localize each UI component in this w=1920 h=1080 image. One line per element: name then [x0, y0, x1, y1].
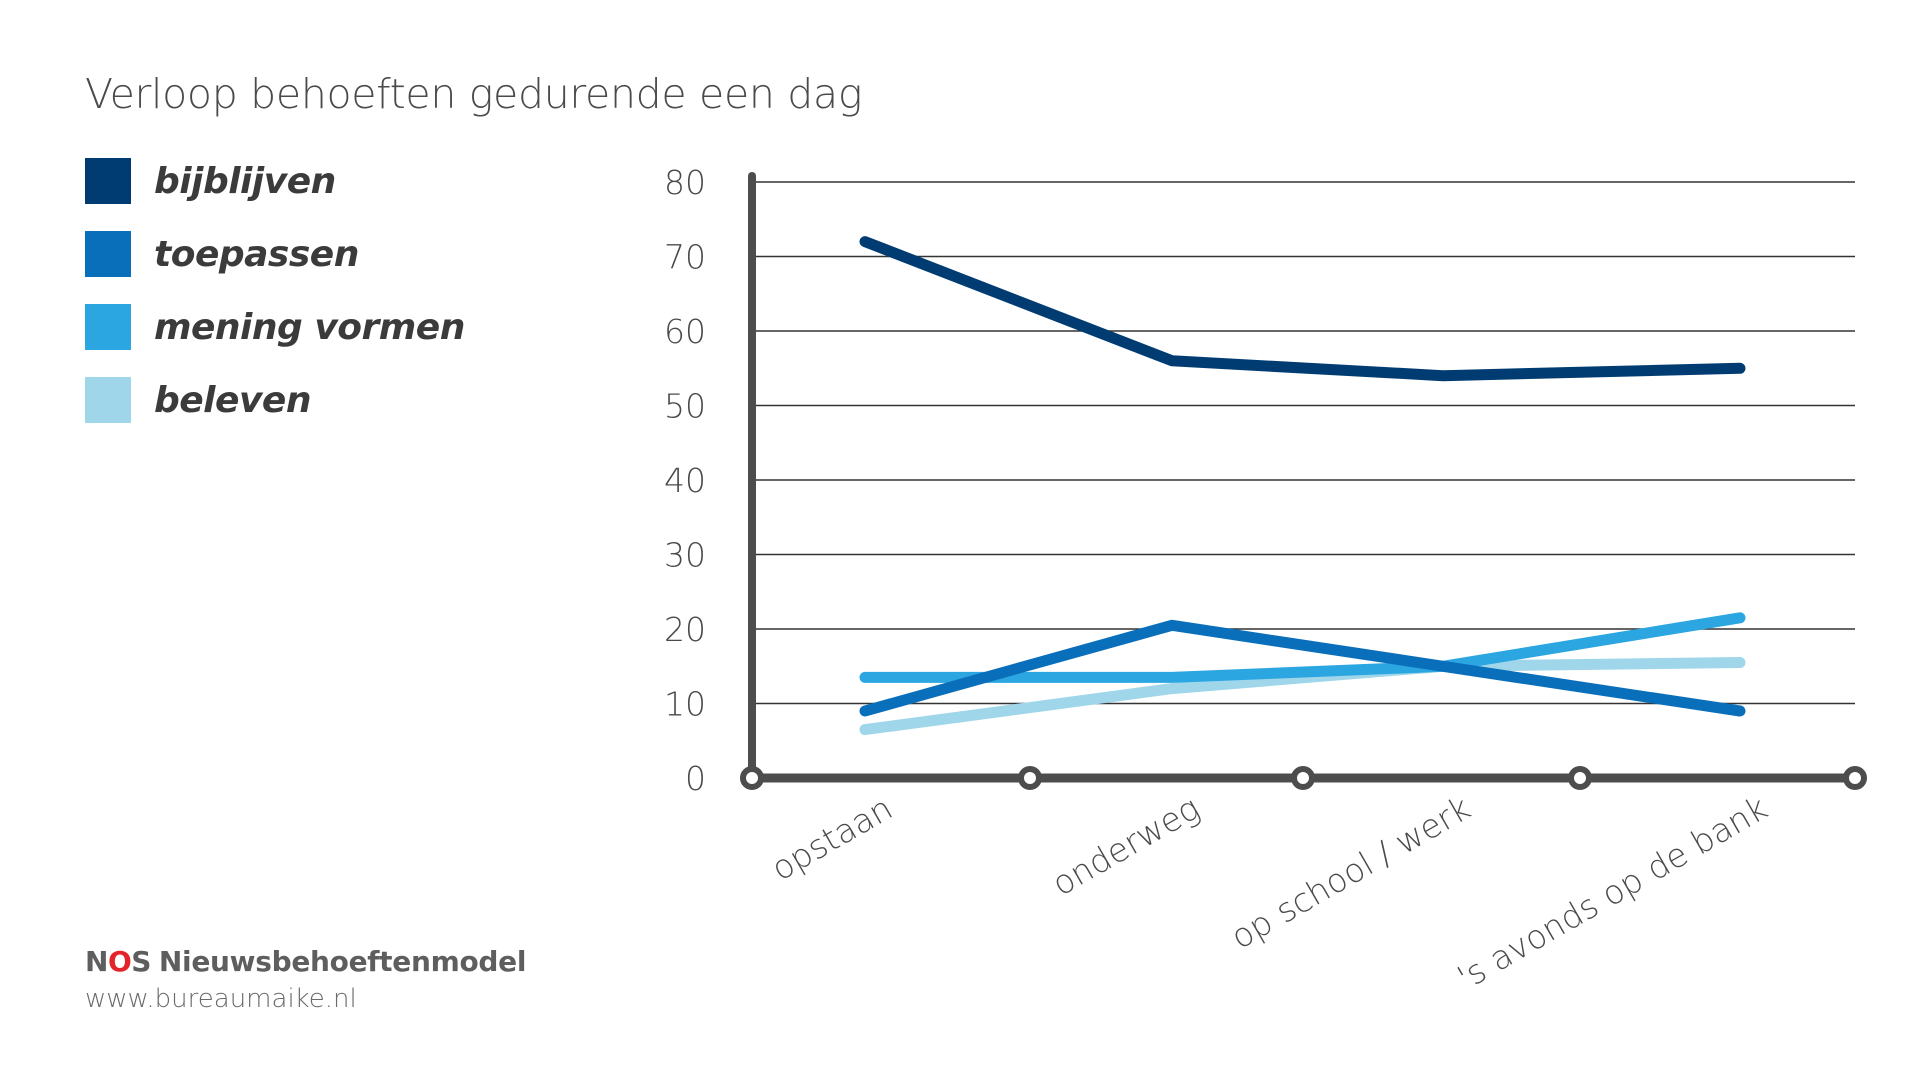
- x-category-label: onderweg: [1045, 788, 1206, 903]
- x-axis-tick-marker: [1843, 766, 1867, 790]
- nos-logo-o: O: [107, 945, 132, 978]
- y-tick-label: 10: [664, 685, 706, 724]
- y-tick-label: 0: [685, 759, 706, 798]
- nos-logo-n: N: [85, 945, 108, 978]
- y-tick-label: 40: [664, 461, 706, 500]
- y-tick-label: 70: [664, 238, 706, 277]
- legend-item-beleven: beleven: [85, 377, 465, 423]
- x-axis-tick-marker: [1568, 766, 1592, 790]
- x-category-label: op school / werk: [1224, 788, 1477, 957]
- series-line-mening-vormen: [859, 612, 1746, 683]
- x-axis-tick-marker: [1291, 766, 1315, 790]
- legend-label-bijblijven: bijblijven: [154, 160, 336, 202]
- legend-swatch-bijblijven: [85, 158, 131, 204]
- legend-label-beleven: beleven: [154, 379, 311, 421]
- y-tick-label: 30: [664, 536, 706, 575]
- legend-swatch-toepassen: [85, 231, 131, 277]
- series-line-beleven: [859, 657, 1746, 736]
- brand-name: Nieuwsbehoeftenmodel: [158, 945, 527, 978]
- series-line-toepassen: [859, 619, 1746, 717]
- legend-item-mening-vormen: mening vormen: [85, 304, 465, 350]
- chart-title: Verloop behoeften gedurende een dag: [85, 70, 863, 118]
- legend-label-mening-vormen: mening vormen: [154, 306, 465, 348]
- x-category-label: opstaan: [765, 788, 899, 888]
- brand-line: NOS Nieuwsbehoeftenmodel: [85, 945, 526, 978]
- legend-label-toepassen: toepassen: [154, 233, 359, 275]
- legend-swatch-mening-vormen: [85, 304, 131, 350]
- x-category-label: 's avonds op de bank: [1451, 788, 1774, 997]
- series-line-bijblijven: [859, 236, 1746, 382]
- y-tick-label: 60: [664, 312, 706, 351]
- nos-logo: NOS: [85, 945, 151, 978]
- legend-item-toepassen: toepassen: [85, 231, 465, 277]
- footer: NOS Nieuwsbehoeftenmodel www.bureaumaike…: [85, 945, 526, 1014]
- legend-swatch-beleven: [85, 377, 131, 423]
- y-tick-label: 20: [664, 610, 706, 649]
- y-tick-label: 50: [664, 387, 706, 426]
- x-axis-tick-marker: [1018, 766, 1042, 790]
- legend: bijblijven toepassen mening vormen belev…: [85, 158, 465, 450]
- y-tick-label: 80: [664, 163, 706, 202]
- nos-logo-s: S: [131, 945, 151, 978]
- legend-item-bijblijven: bijblijven: [85, 158, 465, 204]
- website-url: www.bureaumaike.nl: [85, 984, 357, 1014]
- x-axis-tick-marker: [740, 766, 764, 790]
